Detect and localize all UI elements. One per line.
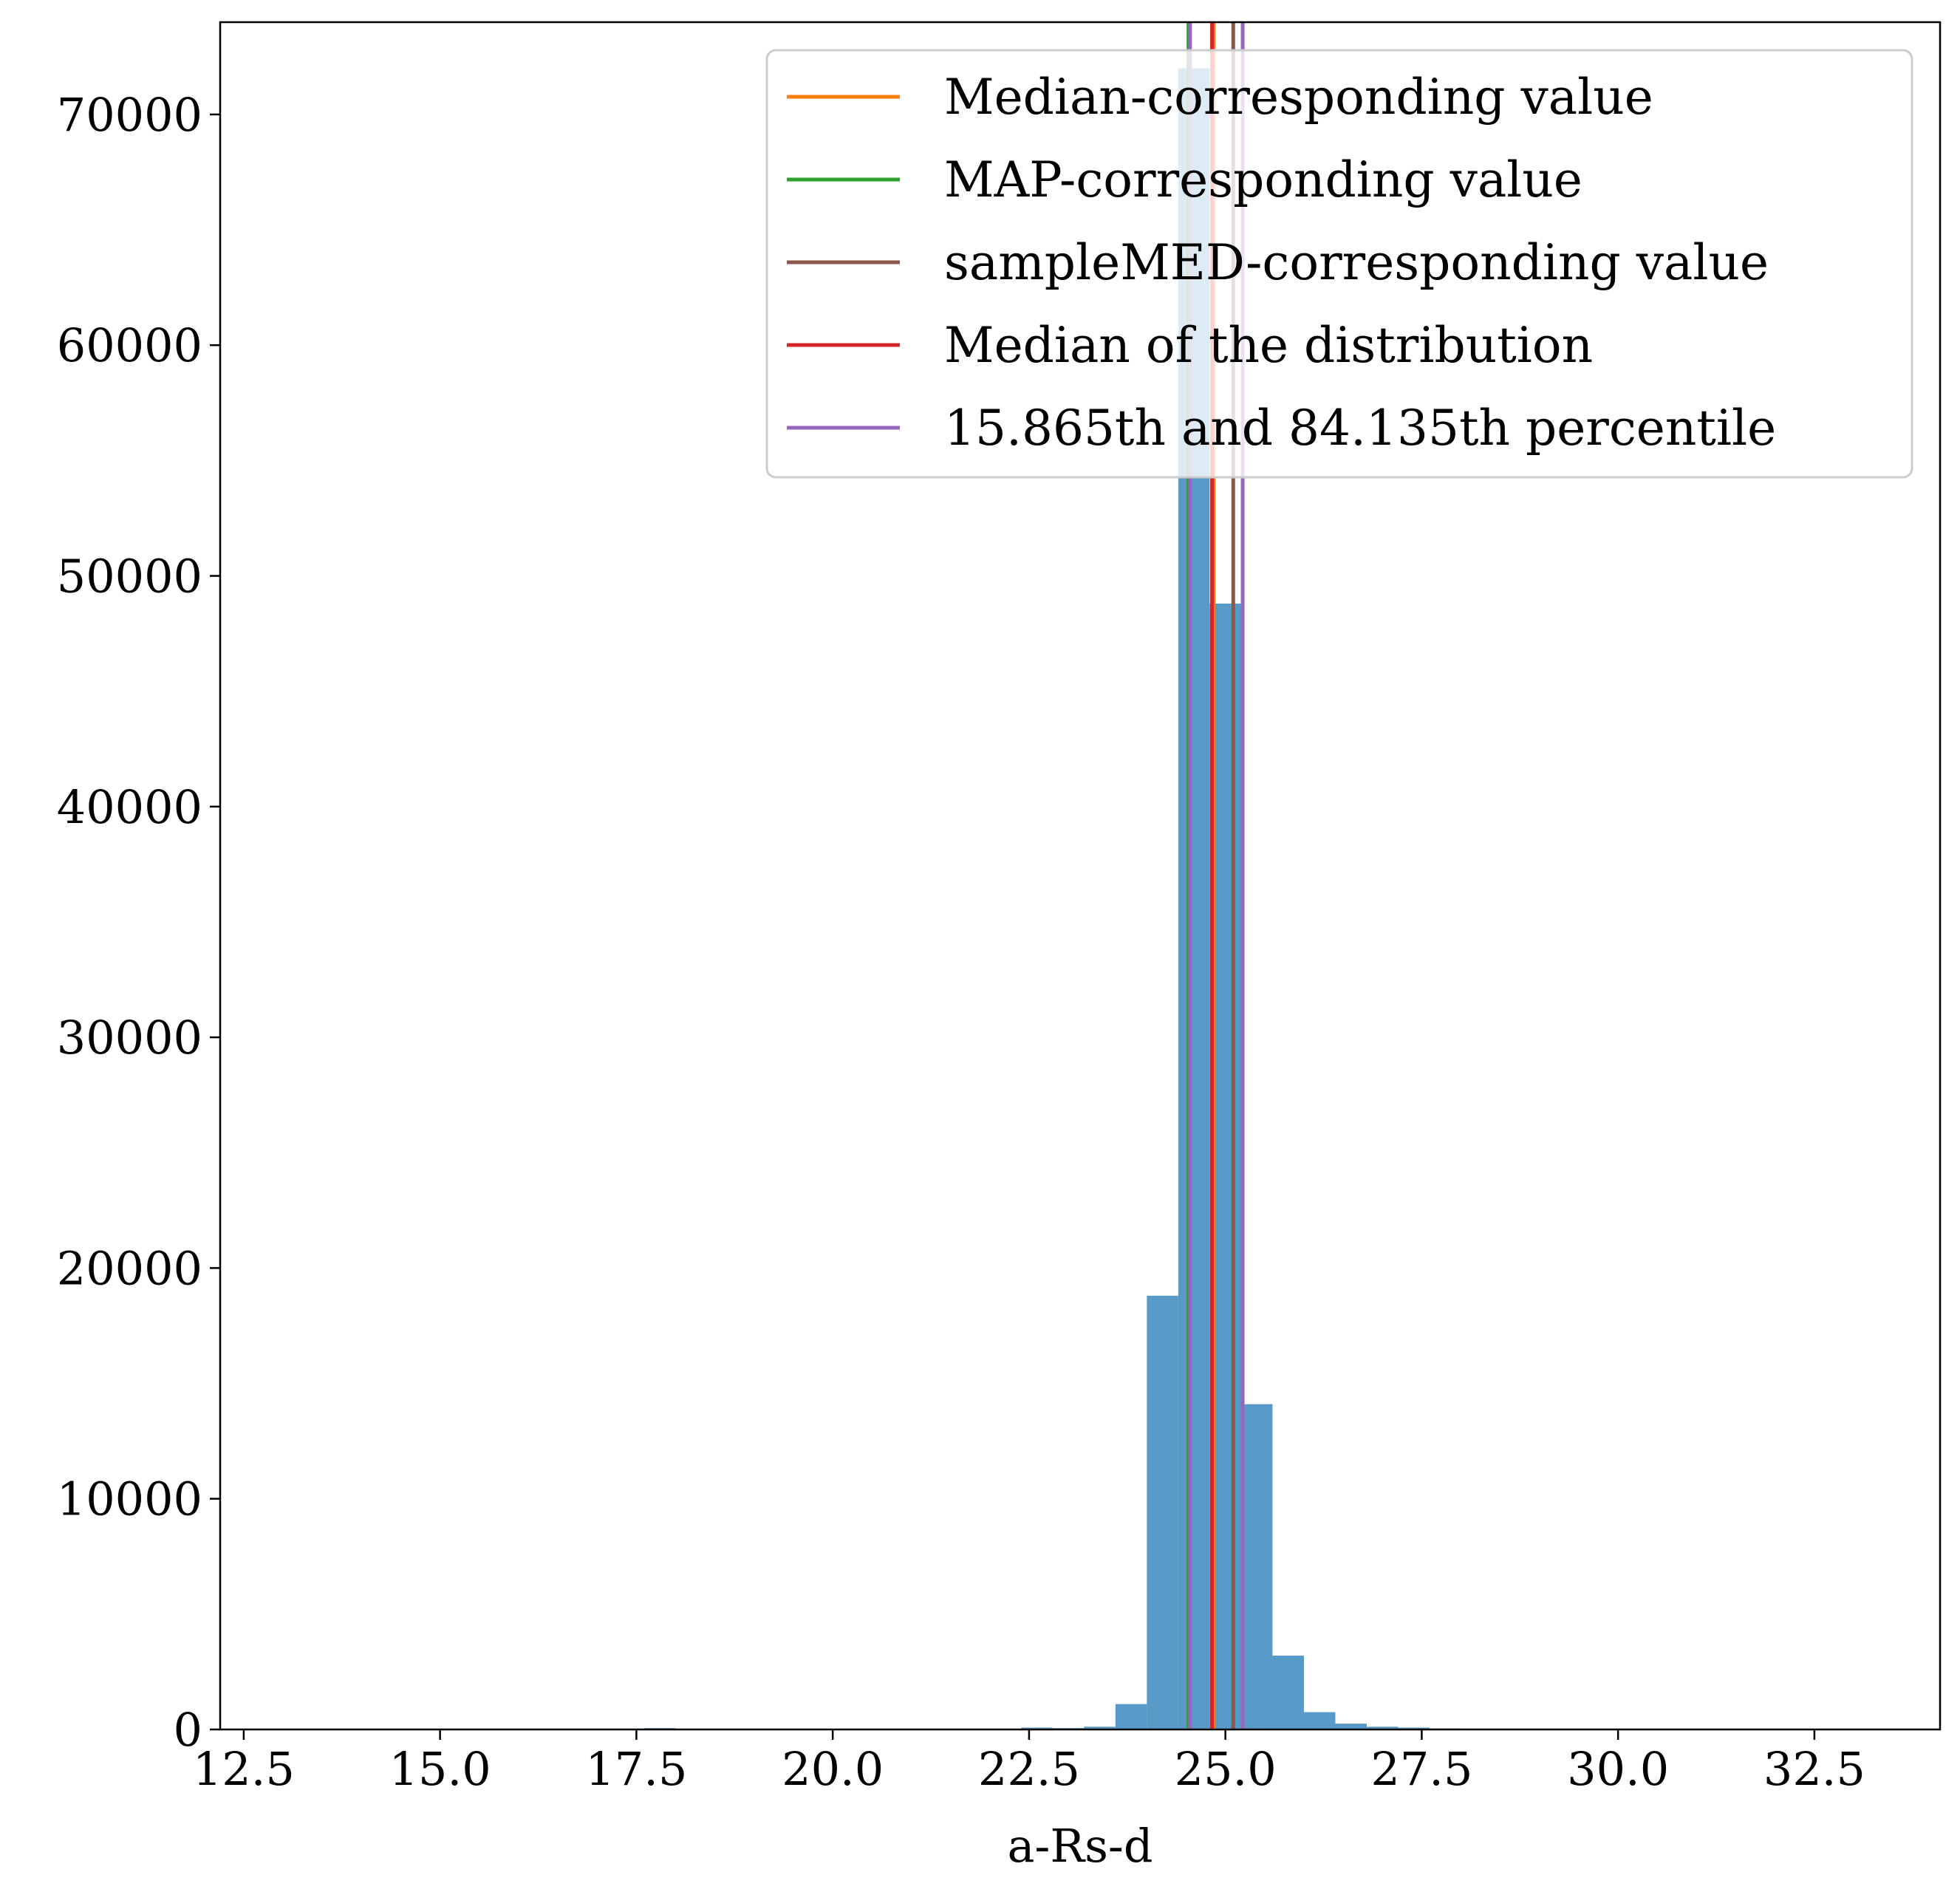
x-tick-label: 12.5 [193,1742,295,1796]
y-tick-label: 30000 [57,1011,202,1065]
y-tick-label: 60000 [57,318,202,372]
y-tick-label: 70000 [57,88,202,142]
histogram-bar [1147,1295,1178,1729]
legend-label: sampleMED-corresponding value [944,234,1769,291]
x-axis-ticks: 12.5 15.0 17.5 20.0 22.5 25.0 27.5 30.0 32.5 [193,1729,1865,1796]
histogram-bar [1303,1712,1336,1729]
x-tick-label: 20.0 [782,1742,884,1796]
histogram-bar [1084,1727,1116,1729]
x-axis-label: a-Rs-d [1007,1819,1153,1873]
y-tick-label: 0 [174,1703,202,1757]
histogram-bar [1367,1727,1399,1729]
x-tick-label: 17.5 [585,1742,687,1796]
x-tick-label: 27.5 [1370,1742,1472,1796]
plot-frame [219,21,1942,1731]
y-tick-label: 20000 [57,1241,202,1295]
histogram-bar [1115,1704,1147,1729]
y-tick-label: 50000 [57,550,202,604]
legend: Median-corresponding value MAP-correspond… [765,49,1913,479]
legend-label: Median-corresponding value [944,69,1653,126]
histogram-bar [1272,1656,1304,1729]
legend-label: 15.865th and 84.135th percentile [944,400,1776,457]
legend-box [765,49,1913,479]
x-tick-label: 30.0 [1567,1742,1669,1796]
y-tick-label: 10000 [57,1472,202,1526]
x-tick-label: 15.0 [389,1742,491,1796]
legend-label: MAP-corresponding value [944,151,1582,208]
y-tick-label: 40000 [57,780,202,834]
x-tick-label: 32.5 [1763,1742,1865,1796]
histogram-bar [1240,1404,1273,1729]
x-tick-label: 22.5 [978,1742,1080,1796]
legend-label: Median of the distribution [944,317,1593,374]
histogram-bar [1335,1724,1367,1729]
y-axis-ticks: 0 10000 20000 30000 40000 50000 60000 70000 [57,88,220,1757]
x-tick-label: 25.0 [1175,1742,1277,1796]
